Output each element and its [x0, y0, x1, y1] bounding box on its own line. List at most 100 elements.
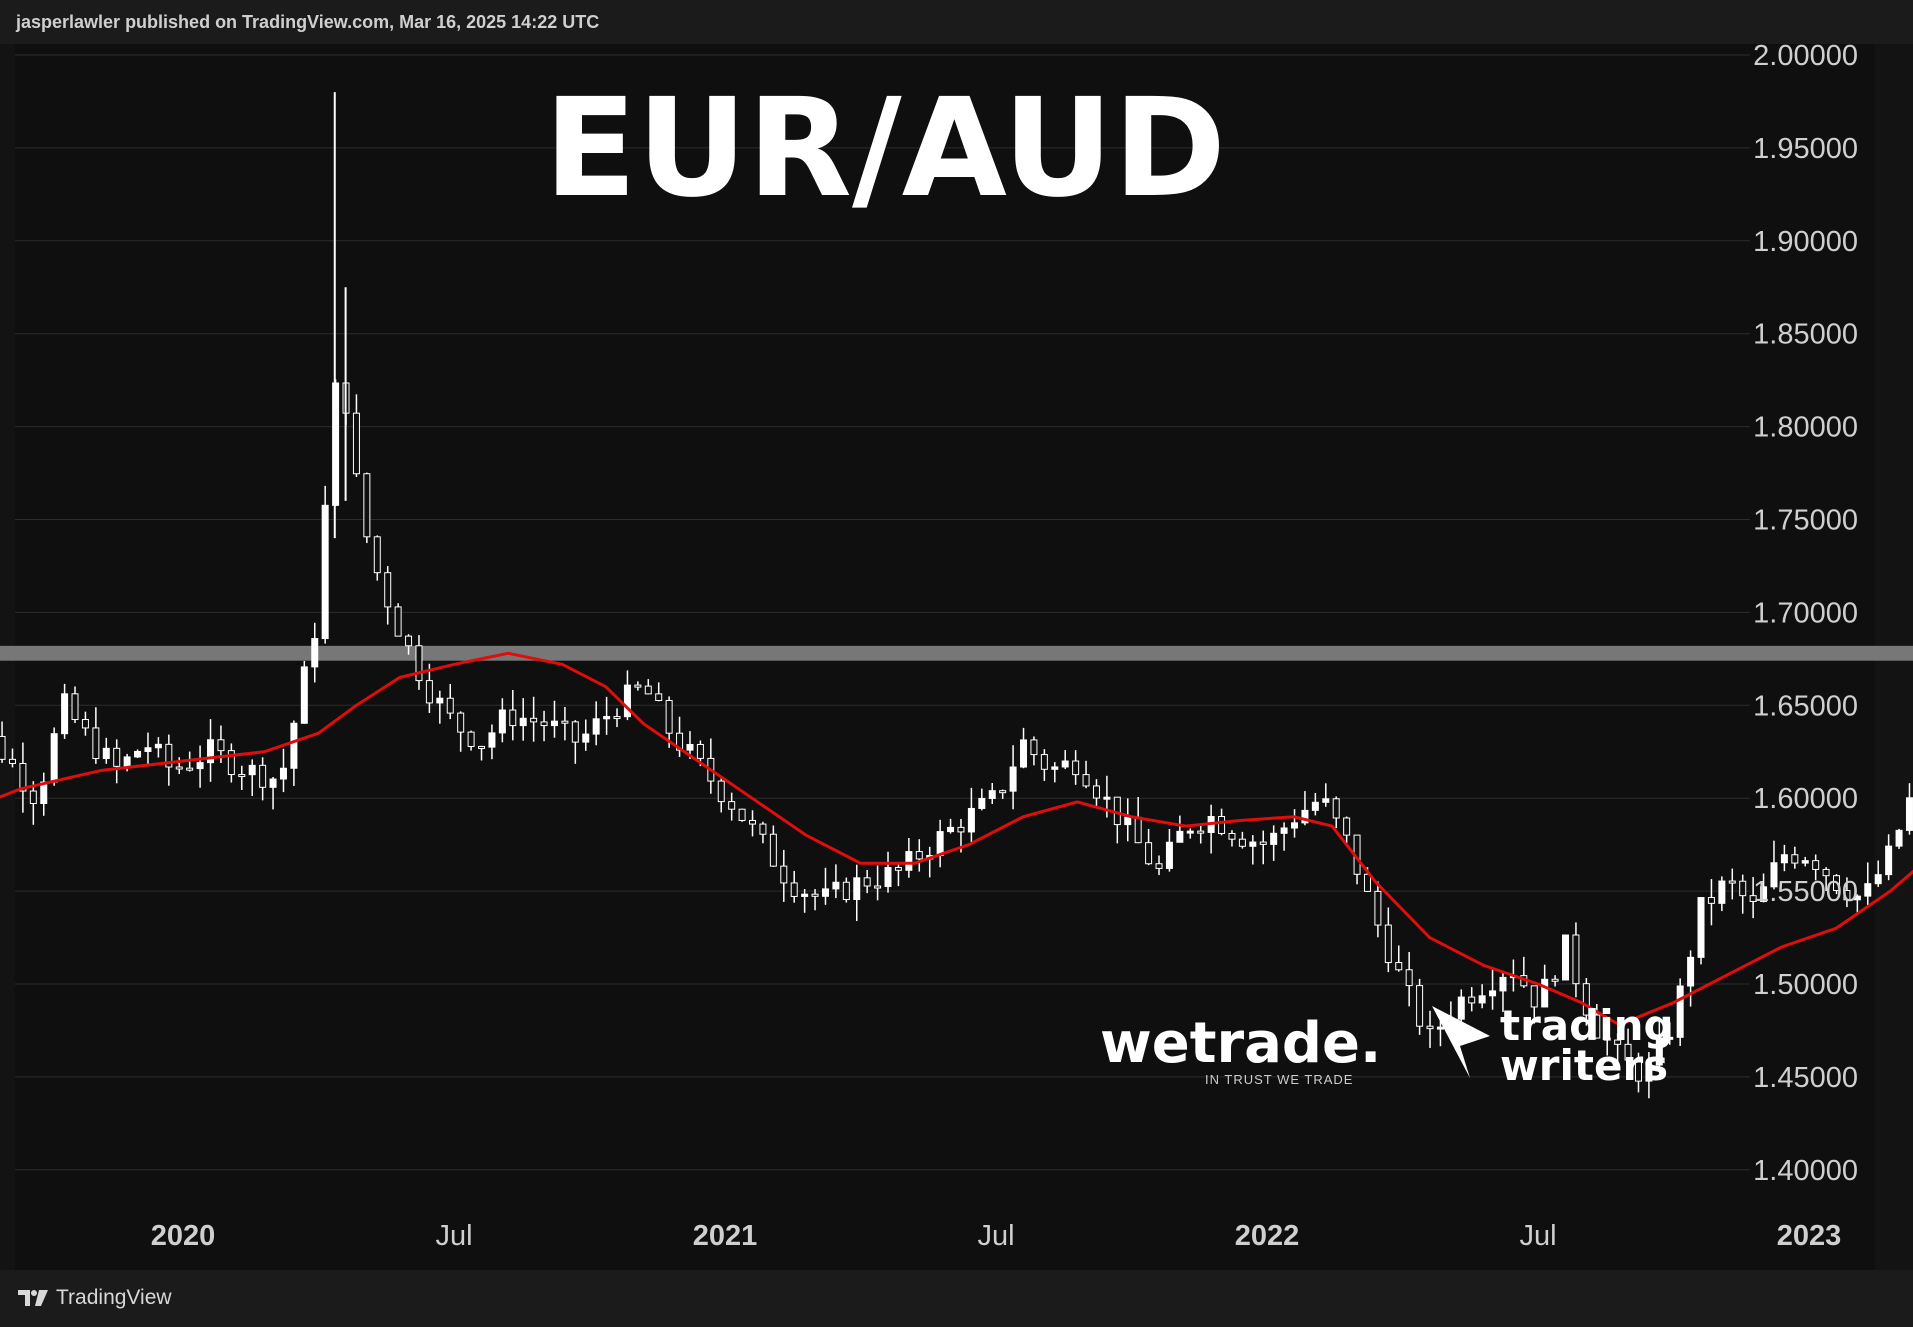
candle-body: [1165, 841, 1173, 869]
candle-body: [1603, 1037, 1611, 1041]
candle-body: [717, 780, 725, 803]
candle-body: [1864, 883, 1872, 897]
price-tick-label: 1.60000: [1753, 783, 1858, 815]
candle-body: [352, 412, 360, 475]
candle-body: [50, 733, 58, 783]
time-tick-label: Jul: [1519, 1220, 1556, 1252]
price-tick-label: 1.70000: [1753, 597, 1858, 629]
candle-body: [634, 684, 642, 688]
candle-body: [1634, 1059, 1642, 1082]
candle-body: [1499, 976, 1507, 992]
candle-body: [113, 747, 121, 767]
candle-body: [655, 693, 663, 701]
price-axis[interactable]: 2.00000 1.95000 1.90000 1.85000 1.80000 1.750…: [1753, 40, 1858, 1187]
candle-body: [1155, 863, 1163, 869]
candle-body: [102, 747, 110, 760]
candle-body: [279, 767, 287, 780]
candle-body: [1874, 874, 1882, 885]
candle-body: [509, 709, 517, 727]
candle-body: [498, 709, 506, 734]
price-tick-label: 1.40000: [1753, 1155, 1858, 1187]
candle-body: [1457, 996, 1465, 1020]
candle-body: [217, 739, 225, 752]
candle-body: [1218, 816, 1226, 834]
candle-body: [0, 735, 6, 760]
candle-body: [1238, 838, 1246, 847]
candle-body: [467, 731, 475, 747]
resistance-zone: [0, 645, 1913, 661]
time-tick-label: Jul: [435, 1220, 472, 1252]
tradingview-logo-icon: [18, 1290, 48, 1306]
candle-body: [290, 722, 298, 769]
candle-body: [321, 504, 329, 640]
candle-body: [1551, 978, 1559, 982]
candles: [0, 92, 1913, 1099]
candle-body: [1030, 739, 1038, 756]
candle-body: [144, 747, 152, 752]
candle-body: [1374, 890, 1382, 926]
candle-body: [1687, 956, 1695, 987]
candle-body: [1666, 1036, 1674, 1040]
chart-title: EUR/AUD: [544, 70, 1226, 228]
candle-body: [1009, 766, 1017, 792]
candle-body: [1103, 796, 1111, 800]
candle-body: [227, 750, 235, 776]
candle-body: [259, 764, 267, 788]
candle-body: [790, 882, 798, 897]
candle-body: [196, 762, 204, 770]
tradingview-brand[interactable]: TradingView: [18, 1286, 172, 1310]
writers-text: writers: [1500, 1041, 1668, 1090]
candle-body: [1332, 798, 1340, 819]
candle-body: [92, 727, 100, 760]
candle-body: [644, 685, 652, 695]
candle-body: [436, 697, 444, 704]
candle-body: [384, 572, 392, 608]
candle-body: [936, 831, 944, 857]
candle-body: [603, 716, 611, 720]
candle-body: [1760, 886, 1768, 902]
candle-body: [988, 790, 996, 799]
candle-body: [1541, 978, 1549, 1008]
candle-body: [1384, 924, 1392, 964]
candle-body: [363, 473, 371, 538]
time-tick-label: 2021: [693, 1220, 758, 1252]
candle-body: [1895, 829, 1903, 847]
candle-body: [1770, 862, 1778, 888]
candle-body: [519, 717, 527, 727]
grid-lines: [15, 54, 1750, 1171]
candle-body: [749, 819, 757, 825]
trading-writers-logo-icon: [1432, 1006, 1490, 1078]
candle-body: [1072, 760, 1080, 776]
candle-body: [967, 807, 975, 833]
candle-body: [738, 808, 746, 821]
candle-body: [947, 826, 955, 833]
candle-body: [1259, 841, 1267, 845]
candle-body: [415, 645, 423, 682]
candle-body: [582, 733, 590, 743]
candle-body: [728, 801, 736, 810]
price-tick-label: 1.80000: [1753, 412, 1858, 444]
candle-body: [248, 764, 256, 776]
candle-body: [863, 877, 871, 887]
candle-body: [1707, 897, 1715, 904]
candle-body: [238, 774, 246, 778]
candle-body: [488, 732, 496, 748]
candle-body: [457, 712, 465, 733]
candle-body: [1624, 1043, 1632, 1061]
candle-body: [530, 717, 538, 723]
candle-body: [1395, 962, 1403, 971]
top-bar: jasperlawler published on TradingView.co…: [0, 0, 1913, 44]
time-axis[interactable]: 2020Jul2021Jul2022Jul2023Jul2024Jul2025J…: [151, 1220, 1913, 1252]
candle-body: [123, 756, 131, 767]
candle-body: [1833, 875, 1841, 892]
trading-text: trading: [1500, 1001, 1674, 1050]
candle-body: [405, 635, 413, 647]
candle-body: [811, 893, 819, 897]
candle-body: [311, 638, 319, 668]
candle-body: [540, 721, 548, 727]
candle-body: [842, 881, 850, 901]
candle-body: [957, 826, 965, 833]
candle-body: [894, 867, 902, 871]
candle-body: [1061, 760, 1069, 768]
price-chart[interactable]: EUR/AUD wetrade. IN TRUST WE TRADE tradi…: [0, 0, 1913, 1270]
